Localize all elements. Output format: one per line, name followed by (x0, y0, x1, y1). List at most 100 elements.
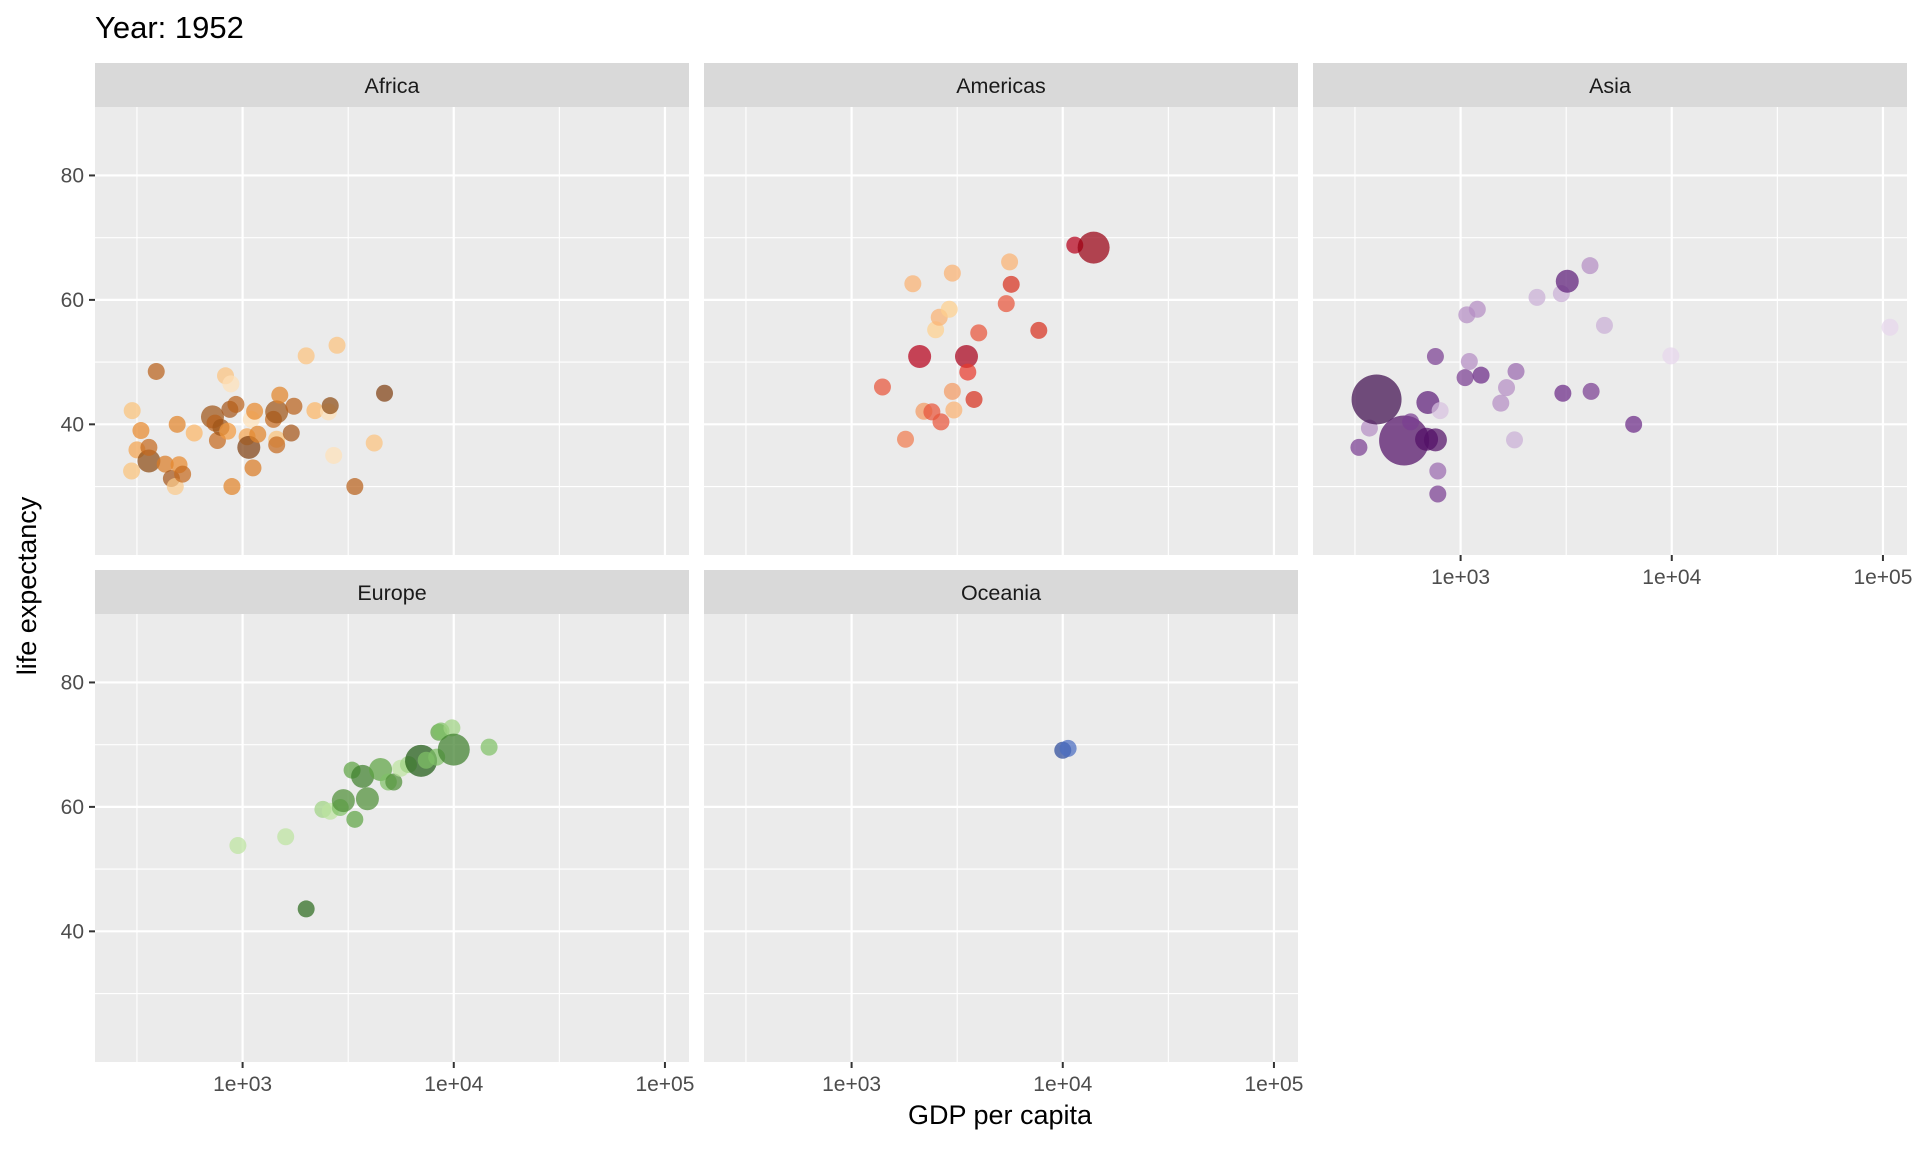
facet-strip (95, 570, 689, 614)
y-tick-label: 60 (61, 796, 84, 819)
x-tick-label: 1e+05 (1244, 1073, 1303, 1096)
data-point (1582, 382, 1600, 400)
data-point (997, 295, 1015, 313)
data-point (219, 422, 237, 440)
y-tick-label: 40 (61, 413, 84, 436)
facet-strip (1313, 63, 1907, 107)
panel-background (95, 107, 689, 555)
data-point (1379, 415, 1430, 466)
data-point (904, 275, 922, 293)
y-tick-label: 80 (61, 164, 84, 187)
chart-title: Year: 1952 (95, 10, 244, 45)
data-point (965, 390, 983, 408)
data-point (1506, 431, 1524, 449)
data-point (306, 402, 324, 420)
data-point (943, 264, 961, 282)
data-point (123, 462, 141, 480)
data-point (1581, 257, 1599, 275)
data-point (1472, 366, 1490, 384)
data-point (970, 324, 988, 342)
x-tick-label: 1e+04 (1033, 1073, 1092, 1096)
data-point (166, 478, 184, 496)
facet-panel-americas: Americas (704, 63, 1298, 555)
y-axis-title: life expectancy (12, 496, 42, 675)
data-point (376, 384, 394, 402)
data-point (932, 413, 950, 431)
data-point (1555, 269, 1579, 293)
data-point (156, 455, 174, 473)
data-point (1468, 300, 1486, 318)
data-point (1059, 739, 1077, 757)
data-point (123, 402, 141, 420)
data-point (271, 386, 289, 404)
data-point (265, 400, 289, 424)
data-point (325, 446, 343, 464)
data-point (443, 719, 461, 737)
data-point (140, 438, 158, 456)
data-point (1001, 253, 1019, 271)
facet-strip (95, 63, 689, 107)
data-point (328, 336, 346, 354)
facet-strip (704, 570, 1298, 614)
facet-panel-africa: Africa 40 60 80 (61, 63, 689, 555)
x-tick-label: 1e+03 (213, 1073, 272, 1096)
y-tick-label: 80 (61, 671, 84, 694)
data-point (945, 401, 963, 419)
data-point (346, 810, 364, 828)
data-point (282, 424, 300, 442)
facet-panel-oceania: Oceania 1e+03 1e+04 1e+05 (704, 570, 1303, 1096)
data-point (1429, 485, 1447, 503)
data-point (285, 397, 303, 415)
data-point (1881, 318, 1899, 336)
data-point (277, 828, 295, 846)
facet-strip (704, 63, 1298, 107)
x-tick-label: 1e+04 (1642, 566, 1701, 589)
data-point (227, 395, 245, 413)
data-point (385, 773, 403, 791)
data-point (246, 402, 264, 420)
data-point (1662, 347, 1680, 365)
data-point (1002, 275, 1020, 293)
data-point (1492, 394, 1510, 412)
x-tick-label: 1e+04 (424, 1073, 483, 1096)
data-point (185, 424, 203, 442)
x-axis-title: GDP per capita (908, 1100, 1093, 1130)
x-tick-label: 1e+05 (635, 1073, 694, 1096)
data-point (959, 363, 977, 381)
data-point (1456, 369, 1474, 387)
y-tick-label: 40 (61, 920, 84, 943)
facet-strip-label: Americas (956, 74, 1046, 98)
data-point (147, 362, 165, 380)
data-point (1507, 362, 1525, 380)
data-point (1528, 288, 1546, 306)
x-tick-label: 1e+03 (822, 1073, 881, 1096)
data-point (897, 430, 915, 448)
data-point (297, 900, 315, 918)
data-point (351, 764, 375, 788)
x-tick-label: 1e+05 (1853, 566, 1912, 589)
y-tick-label: 60 (61, 289, 84, 312)
data-point (137, 449, 161, 473)
data-point (954, 345, 978, 369)
x-tick-label: 1e+03 (1431, 566, 1490, 589)
panel-background (704, 107, 1298, 555)
data-point (1498, 379, 1516, 397)
data-point (1402, 413, 1420, 431)
data-point (1351, 374, 1402, 425)
data-point (222, 375, 240, 393)
data-point (249, 425, 267, 443)
data-point (940, 300, 958, 318)
data-point (229, 836, 247, 854)
data-point (1426, 348, 1444, 366)
panel-background (704, 614, 1298, 1062)
data-point (1431, 402, 1449, 420)
facet-strip-label: Oceania (961, 581, 1041, 605)
facet-panel-europe: Europe 40 60 80 1e+03 1e+04 1e+05 (61, 570, 694, 1096)
data-point (943, 382, 961, 400)
data-point (1077, 231, 1110, 264)
data-point (908, 345, 932, 369)
data-point (174, 465, 192, 483)
facet-strip-label: Africa (365, 74, 420, 98)
